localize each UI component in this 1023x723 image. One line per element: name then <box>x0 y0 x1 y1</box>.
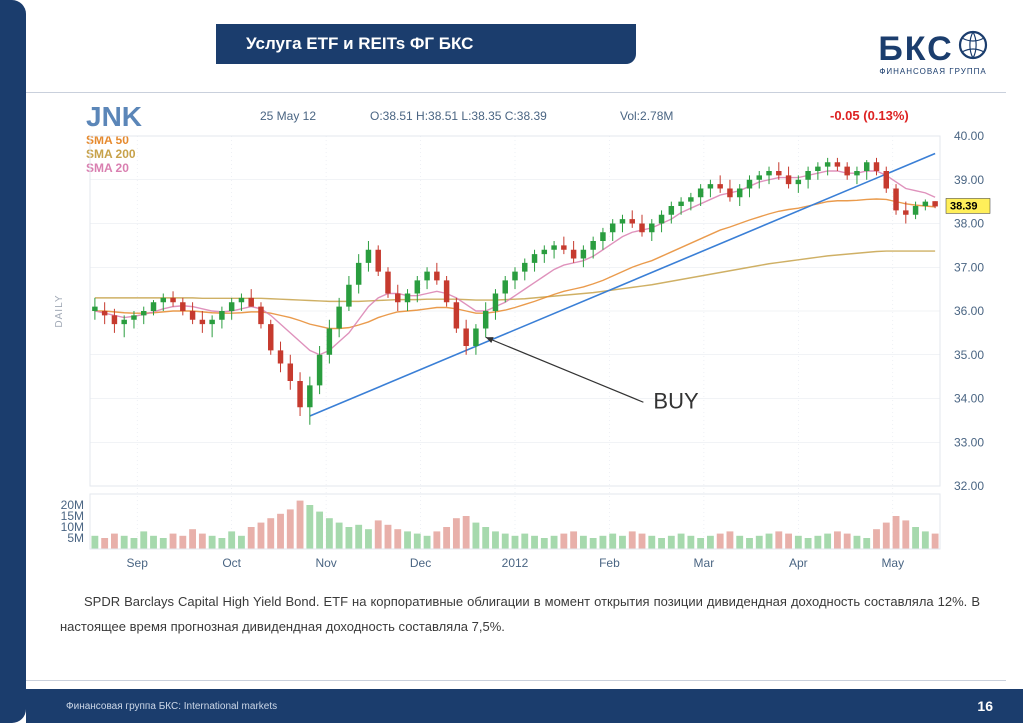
svg-text:Dec: Dec <box>410 556 431 570</box>
svg-text:Mar: Mar <box>694 556 715 570</box>
svg-text:Apr: Apr <box>789 556 808 570</box>
svg-text:36.00: 36.00 <box>954 304 984 318</box>
svg-text:39.00: 39.00 <box>954 173 984 187</box>
svg-text:Feb: Feb <box>599 556 620 570</box>
left-accent-bar <box>0 0 26 723</box>
svg-text:35.00: 35.00 <box>954 348 984 362</box>
logo-subtitle: ФИНАНСОВАЯ ГРУППА <box>853 67 1013 76</box>
svg-text:O:38.51 H:38.51 L:38.35: O:38.51 H:38.51 L:38.35 C:38.39 <box>370 109 547 123</box>
svg-text:SMA 200: SMA 200 <box>86 147 136 161</box>
svg-text:Nov: Nov <box>315 556 336 570</box>
globe-icon <box>958 30 988 69</box>
divider-top <box>26 92 1006 93</box>
slide-title: Услуга ETF и REITs ФГ БКС <box>216 24 636 64</box>
svg-text:25 May 12: 25 May 12 <box>260 109 316 123</box>
svg-text:33.00: 33.00 <box>954 435 984 449</box>
price-chart: 32.00 33.00 34.00 35.00 36.00 37.00 38.00 39.00… <box>40 104 1000 574</box>
svg-text:Oct: Oct <box>222 556 241 570</box>
svg-text:38.00: 38.00 <box>954 217 984 231</box>
svg-text:SMA 50: SMA 50 <box>86 133 129 147</box>
svg-text:JNK: JNK <box>86 104 142 132</box>
svg-text:Sep: Sep <box>127 556 149 570</box>
svg-text:BUY: BUY <box>653 388 699 413</box>
svg-text:May: May <box>881 556 904 570</box>
svg-text:38.39: 38.39 <box>950 200 978 212</box>
svg-text:2012: 2012 <box>502 556 529 570</box>
svg-text:37.00: 37.00 <box>954 260 984 274</box>
svg-text:34.00: 34.00 <box>954 392 984 406</box>
svg-text:SMA 20: SMA 20 <box>86 161 129 175</box>
logo-text: БКС <box>878 30 953 69</box>
svg-text:Vol:2.78M: Vol:2.78M <box>620 109 673 123</box>
svg-text:40.00: 40.00 <box>954 129 984 143</box>
svg-text:32.00: 32.00 <box>954 479 984 493</box>
page-number: 16 <box>977 698 993 714</box>
header: Услуга ETF и REITs ФГ БКС БКС ФИНАНСОВАЯ… <box>26 0 1023 76</box>
footer-text: Финансовая группа БКС: International mar… <box>66 701 277 712</box>
svg-text:5M: 5M <box>67 531 84 545</box>
footer: Финансовая группа БКС: International mar… <box>26 689 1023 723</box>
logo: БКС ФИНАНСОВАЯ ГРУППА <box>853 30 1013 76</box>
svg-text:-0.05 (0.13%): -0.05 (0.13%) <box>830 108 909 123</box>
svg-text:DAILY: DAILY <box>54 294 65 327</box>
divider-bottom <box>26 680 1006 681</box>
caption-text: SPDR Barclays Capital High Yield Bond. E… <box>60 590 980 639</box>
